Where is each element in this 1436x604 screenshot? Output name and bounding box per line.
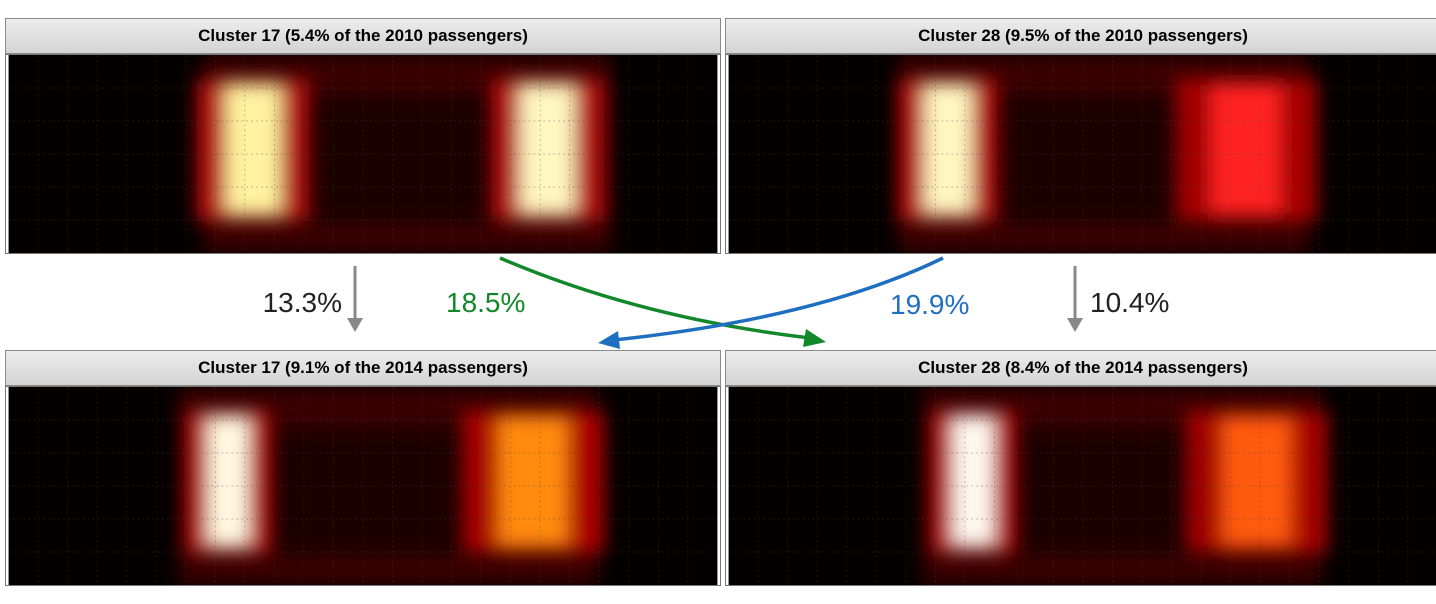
panel-title: Cluster 17 (9.1% of the 2014 passengers): [5, 350, 721, 386]
hotspot: [930, 410, 1016, 554]
arrow-c17-stay: [347, 266, 363, 332]
heatmap-grid: [8, 387, 718, 585]
panel-cluster17-2014: Cluster 17 (9.1% of the 2014 passengers): [5, 350, 721, 604]
arrow-c28-stay: [1067, 266, 1083, 332]
heatmap: [5, 386, 721, 586]
heatmap-grid: [8, 55, 718, 253]
heatmap-grid: [728, 55, 1436, 253]
panel-cluster17-2010: Cluster 17 (5.4% of the 2010 passengers): [5, 18, 721, 272]
heatmap: [5, 54, 721, 254]
panel-title: Cluster 28 (9.5% of the 2010 passengers): [725, 18, 1436, 54]
hotspot: [898, 78, 998, 222]
hotspot: [196, 78, 310, 222]
label-c17-to-c28: 18.5%: [446, 287, 525, 318]
heatmap: [725, 54, 1436, 254]
label-c17-stay: 13.3%: [263, 287, 342, 318]
hotspot: [462, 410, 605, 554]
arrow-c28-to-c17: [598, 256, 944, 349]
heatmap: [725, 386, 1436, 586]
panel-cluster28-2014: Cluster 28 (8.4% of the 2014 passengers): [725, 350, 1436, 604]
heatmap-inner-region: [270, 426, 491, 556]
label-c28-to-c17: 19.9%: [890, 289, 969, 320]
panel-title: Cluster 17 (5.4% of the 2010 passengers): [5, 18, 721, 54]
heatmap-grid: [728, 387, 1436, 585]
panel-cluster28-2010: Cluster 28 (9.5% of the 2010 passengers): [725, 18, 1436, 272]
label-c28-stay: 10.4%: [1090, 287, 1169, 318]
heatmap-inner-region: [295, 94, 505, 224]
arrow-c17-to-c28: [499, 256, 826, 347]
hotspot: [490, 78, 605, 222]
heatmap-inner-region: [1015, 426, 1215, 556]
hotspot: [1185, 410, 1328, 554]
heatmap-inner-region: [990, 94, 1204, 224]
hotspot: [185, 410, 271, 554]
panel-title: Cluster 28 (8.4% of the 2014 passengers): [725, 350, 1436, 386]
hotspot: [1175, 78, 1317, 222]
